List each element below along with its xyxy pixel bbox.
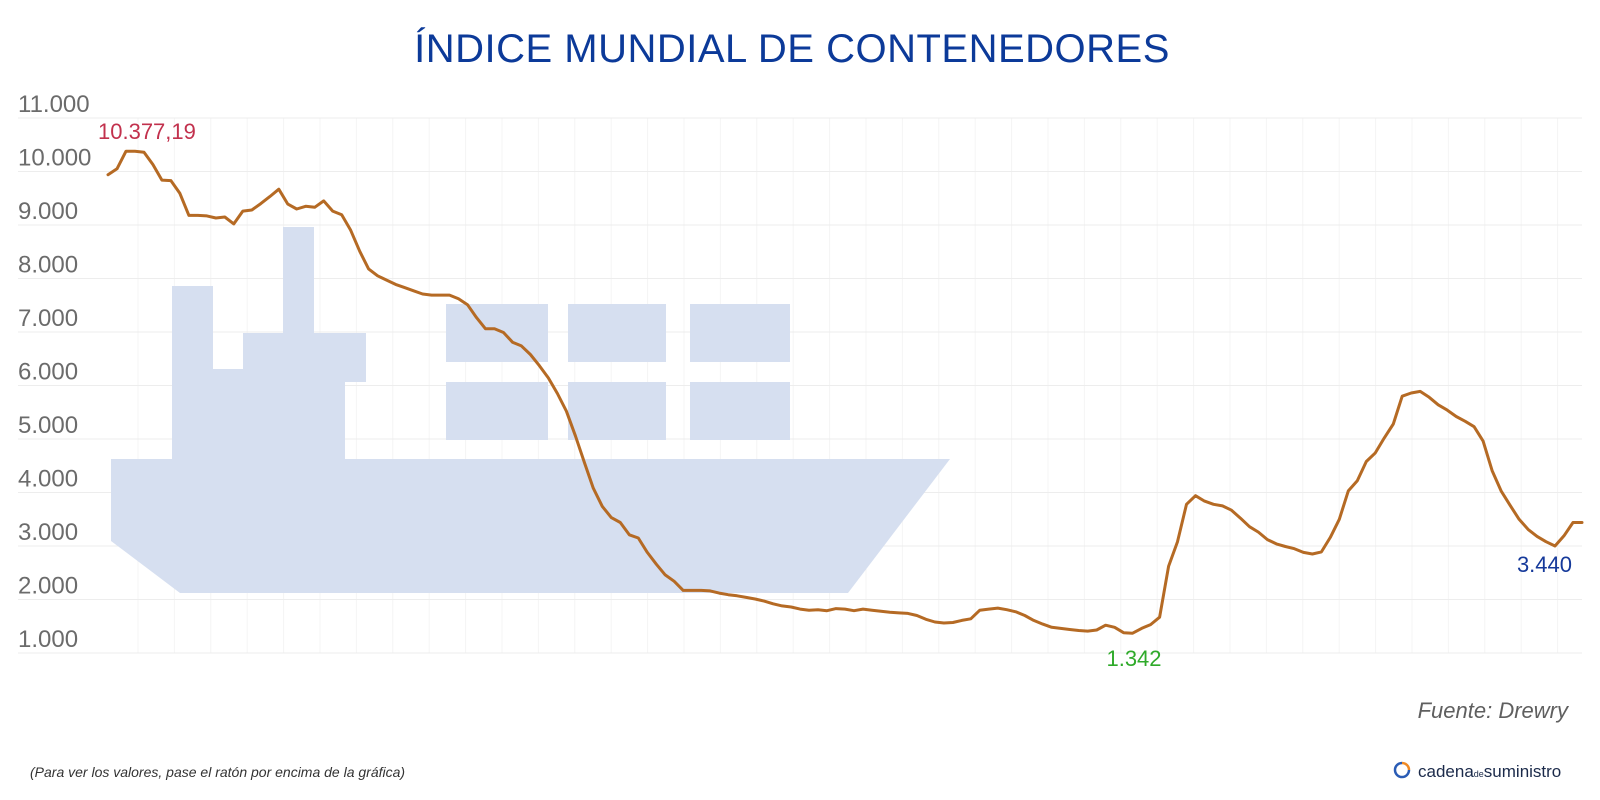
chart-title: ÍNDICE MUNDIAL DE CONTENEDORES [414, 26, 1170, 71]
y-axis: 1.000 2.000 3.000 4.000 5.000 6.000 7.000 8.000… [18, 91, 91, 653]
container-4 [446, 382, 548, 440]
source-label: Fuente: Drewry [1418, 698, 1570, 723]
min-annotation: 1.342 [1106, 646, 1161, 671]
container-2 [568, 304, 666, 362]
y-tick-label: 1.000 [18, 626, 78, 653]
y-tick-label: 11.000 [18, 91, 90, 118]
container-6 [690, 382, 790, 440]
svg-text:cadenadesuministro: cadenadesuministro [1418, 762, 1561, 781]
ship-bridge-step [213, 369, 243, 460]
logo-text-2: de [1474, 769, 1484, 779]
ship-bridge-center [243, 333, 366, 382]
y-tick-label: 4.000 [18, 466, 78, 493]
container-1 [446, 304, 548, 362]
ship-hull [111, 459, 950, 593]
logo-refresh-icon [1393, 761, 1411, 779]
ship-funnel [283, 227, 314, 333]
ship-illustration [111, 227, 950, 593]
y-tick-label: 7.000 [18, 305, 78, 332]
y-tick-label: 10.000 [18, 145, 91, 172]
y-tick-label: 8.000 [18, 252, 78, 279]
container-3 [690, 304, 790, 362]
ship-bridge-left [172, 286, 213, 460]
y-tick-label: 5.000 [18, 412, 78, 439]
max-annotation: 10.377,19 [98, 119, 196, 144]
hover-note: (Para ver los valores, pase el ratón por… [30, 764, 405, 780]
ship-bridge-body [243, 382, 345, 460]
series-line [106, 149, 1584, 635]
logo-text-3: suministro [1484, 762, 1561, 781]
y-tick-label: 6.000 [18, 359, 78, 386]
last-annotation: 3.440 [1517, 552, 1572, 577]
logo-text-1: cadena [1418, 762, 1474, 781]
brand-logo: cadenadesuministro [1393, 761, 1561, 781]
container-5 [568, 382, 666, 440]
y-tick-label: 2.000 [18, 573, 78, 600]
y-tick-label: 3.000 [18, 519, 78, 546]
y-tick-label: 9.000 [18, 198, 78, 225]
